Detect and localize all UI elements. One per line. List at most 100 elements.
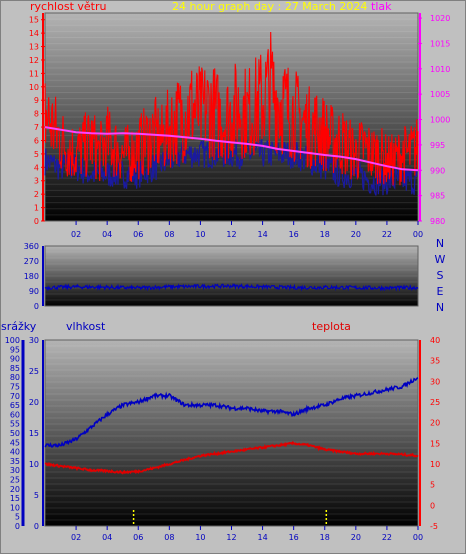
time-axis-tick: 08 xyxy=(164,533,174,542)
precip-axis-tick: 10 xyxy=(10,503,20,512)
compass-letter: E xyxy=(437,285,444,298)
time-axis-tick: 00 xyxy=(413,230,423,239)
time-axis-tick: 14 xyxy=(257,533,267,542)
temperature-axis-tick: 0 xyxy=(430,501,435,510)
wind-axis-tick: 4 xyxy=(34,163,39,172)
wind-speed-line xyxy=(44,31,419,186)
wind-axis-tick: 3 xyxy=(34,177,39,186)
direction-axis-tick: 360 xyxy=(24,242,39,251)
time-axis-tick: 08 xyxy=(164,230,174,239)
time-axis-tick: 00 xyxy=(413,533,423,542)
precip-axis-tick: 50 xyxy=(10,429,20,438)
time-axis-tick: 02 xyxy=(71,533,81,542)
temperature-axis-tick: 10 xyxy=(430,460,440,469)
time-axis-tick: 04 xyxy=(102,533,112,542)
temperature-axis-tick: -5 xyxy=(430,522,438,531)
pressure-axis-tick: 1015 xyxy=(430,39,450,48)
time-axis-tick: 20 xyxy=(351,230,361,239)
precip-label: srážky xyxy=(1,320,37,333)
humidity-axis-tick: 15 xyxy=(29,429,39,438)
time-axis-tick: 10 xyxy=(195,230,205,239)
compass-letter: W xyxy=(435,253,446,266)
direction-axis-tick: 90 xyxy=(29,287,39,296)
wind-axis-tick: 2 xyxy=(34,190,39,199)
precip-axis-tick: 35 xyxy=(10,457,20,466)
humidity-axis-tick: 30 xyxy=(29,336,39,345)
precip-axis-tick: 25 xyxy=(10,476,20,485)
wind-axis-tick: 6 xyxy=(34,136,39,145)
pressure-line xyxy=(44,126,419,172)
time-axis-tick: 16 xyxy=(289,533,299,542)
time-axis-tick: 22 xyxy=(382,533,392,542)
wind-axis-tick: 15 xyxy=(29,16,39,25)
wind-axis-tick: 14 xyxy=(29,29,39,38)
wind-direction-plot-border xyxy=(44,245,419,307)
direction-axis-tick: 0 xyxy=(34,302,39,311)
precip-axis-tick: 90 xyxy=(10,355,20,364)
graph-title: 24 hour graph day : 27 March 2024 xyxy=(172,0,368,13)
temperature-axis-tick: 40 xyxy=(430,336,440,345)
pressure-axis-tick: 985 xyxy=(430,192,445,201)
pressure-axis-tick: 995 xyxy=(430,141,445,150)
humidity-label: vlhkost xyxy=(66,320,106,333)
wind-axis-tick: 9 xyxy=(34,96,39,105)
precip-axis-tick: 40 xyxy=(10,448,20,457)
humidity-line xyxy=(44,377,419,448)
time-axis-tick: 12 xyxy=(226,230,236,239)
pressure-axis-tick: 1010 xyxy=(430,65,450,74)
precip-axis-tick: 15 xyxy=(10,494,20,503)
temperature-axis-tick: 25 xyxy=(430,398,440,407)
pressure-axis-tick: 990 xyxy=(430,166,445,175)
wind-axis-tick: 10 xyxy=(29,83,39,92)
time-axis-tick: 06 xyxy=(133,533,143,542)
time-axis-tick: 18 xyxy=(320,533,330,542)
precip-axis-tick: 65 xyxy=(10,401,20,410)
precip-axis-tick: 55 xyxy=(10,420,20,429)
humidity-temperature-plot xyxy=(45,340,418,526)
humidity-axis-tick: 10 xyxy=(29,460,39,469)
compass-letter: S xyxy=(437,269,444,282)
wind-axis-tick: 1 xyxy=(34,204,39,213)
wind-axis-tick: 11 xyxy=(29,69,39,78)
humidity-axis-tick: 0 xyxy=(34,522,39,531)
temperature-axis-tick: 15 xyxy=(430,439,440,448)
precip-axis-tick: 30 xyxy=(10,466,20,475)
time-axis-tick: 04 xyxy=(102,230,112,239)
wind-direction-line xyxy=(44,283,419,292)
wind-axis-tick: 12 xyxy=(29,56,39,65)
time-axis-tick: 06 xyxy=(133,230,143,239)
wind-axis-tick: 13 xyxy=(29,43,39,52)
temperature-axis-tick: 20 xyxy=(430,419,440,428)
humidity-axis-tick: 25 xyxy=(29,367,39,376)
precip-axis-tick: 0 xyxy=(15,522,20,531)
time-axis-tick: 18 xyxy=(320,230,330,239)
pressure-axis-tick: 1005 xyxy=(430,90,450,99)
precip-axis-tick: 5 xyxy=(15,513,20,522)
temperature-line xyxy=(44,440,419,475)
time-axis-tick: 02 xyxy=(71,230,81,239)
precip-axis-tick: 80 xyxy=(10,373,20,382)
temperature-label: teplota xyxy=(312,320,351,333)
direction-axis-tick: 180 xyxy=(24,272,39,281)
compass-letter: N xyxy=(436,237,444,250)
time-axis-tick: 22 xyxy=(382,230,392,239)
pressure-axis-tick: 1000 xyxy=(430,116,450,125)
wind-direction-plot xyxy=(45,246,418,306)
time-axis-tick: 20 xyxy=(351,533,361,542)
pressure-axis-tick: 1020 xyxy=(430,14,450,23)
temperature-axis-tick: 35 xyxy=(430,357,440,366)
precip-axis-tick: 70 xyxy=(10,392,20,401)
time-axis-tick: 10 xyxy=(195,533,205,542)
humidity-axis-tick: 5 xyxy=(34,491,39,500)
time-axis-tick: 14 xyxy=(257,230,267,239)
pressure-axis-tick: 980 xyxy=(430,217,445,226)
wind-axis-tick: 7 xyxy=(34,123,39,132)
wind-axis-tick: 8 xyxy=(34,110,39,119)
temperature-axis-tick: 5 xyxy=(430,481,435,490)
precip-axis-tick: 100 xyxy=(5,336,20,345)
precip-axis-tick: 60 xyxy=(10,410,20,419)
precip-axis-tick: 45 xyxy=(10,438,20,447)
pressure-label: tlak xyxy=(371,0,392,13)
time-axis-tick: 16 xyxy=(289,230,299,239)
